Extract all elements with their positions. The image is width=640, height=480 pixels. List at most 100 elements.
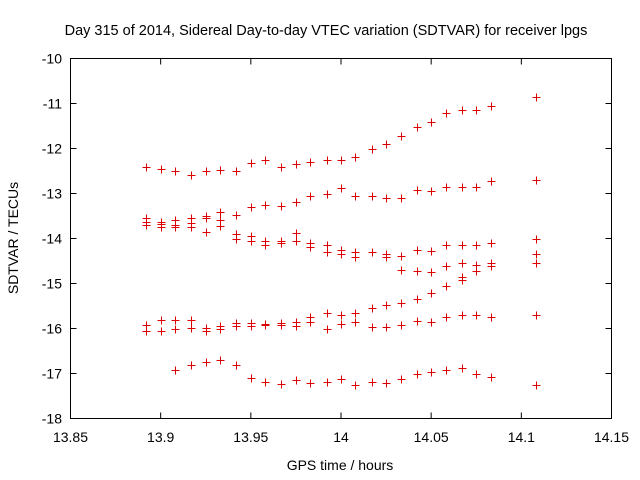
data-point <box>171 325 180 334</box>
data-point <box>532 311 541 320</box>
data-point <box>487 239 496 248</box>
data-point <box>351 153 360 162</box>
series-satellite-track-6 <box>142 273 467 333</box>
data-point <box>323 156 332 165</box>
data-point <box>187 361 196 370</box>
data-marks <box>142 93 541 390</box>
data-point <box>216 325 225 334</box>
data-point <box>187 223 196 232</box>
data-point <box>323 190 332 199</box>
series-satellite-track-7 <box>142 311 541 336</box>
data-point <box>442 262 451 271</box>
data-point <box>442 241 451 250</box>
x-tick-label: 14 <box>333 429 349 445</box>
data-point <box>323 378 332 387</box>
data-point <box>487 102 496 111</box>
data-point <box>382 301 391 310</box>
data-point <box>187 316 196 325</box>
data-point <box>247 237 256 246</box>
data-point <box>427 368 436 377</box>
y-tick-label: -12 <box>42 141 62 157</box>
data-point <box>413 295 422 304</box>
data-point <box>142 163 151 172</box>
data-point <box>323 309 332 318</box>
data-point <box>306 158 315 167</box>
data-point <box>306 379 315 388</box>
y-tick-label: -14 <box>42 231 62 247</box>
data-point <box>472 241 481 250</box>
data-point <box>232 167 241 176</box>
data-point <box>532 250 541 259</box>
data-point <box>247 374 256 383</box>
data-point <box>142 327 151 336</box>
data-point <box>261 156 270 165</box>
data-point <box>368 323 377 332</box>
x-axis-label: GPS time / hours <box>287 457 394 473</box>
y-axis-label: SDTVAR / TECUs <box>5 182 21 294</box>
data-point <box>247 322 256 331</box>
data-point <box>261 201 270 210</box>
data-point <box>427 318 436 327</box>
data-point <box>261 321 270 330</box>
data-point <box>202 358 211 367</box>
data-point <box>368 248 377 257</box>
data-point <box>472 183 481 192</box>
x-tick-label: 13.85 <box>53 429 88 445</box>
data-point <box>487 262 496 271</box>
data-point <box>472 311 481 320</box>
data-point <box>142 221 151 230</box>
data-point <box>216 356 225 365</box>
data-point <box>337 311 346 320</box>
data-point <box>532 176 541 185</box>
data-point <box>292 229 301 238</box>
data-point <box>157 327 166 336</box>
data-point <box>351 381 360 390</box>
data-point <box>368 145 377 154</box>
plot-frame <box>70 58 612 419</box>
data-point <box>351 309 360 318</box>
data-point <box>351 253 360 262</box>
data-point <box>487 313 496 322</box>
data-point <box>216 208 225 217</box>
data-point <box>382 194 391 203</box>
data-point <box>171 366 180 375</box>
data-point <box>292 322 301 331</box>
data-point <box>382 140 391 149</box>
y-tick-label: -11 <box>43 96 62 112</box>
data-point <box>458 106 467 115</box>
data-point <box>277 321 286 330</box>
data-point <box>202 214 211 223</box>
data-point <box>442 109 451 118</box>
data-point <box>292 160 301 169</box>
data-point <box>351 318 360 327</box>
data-point <box>458 311 467 320</box>
data-point <box>427 118 436 127</box>
data-point <box>337 156 346 165</box>
series-satellite-track-5 <box>458 259 541 285</box>
data-point <box>202 167 211 176</box>
data-point <box>427 187 436 196</box>
data-point <box>232 235 241 244</box>
x-tick-label: 14.1 <box>508 429 535 445</box>
data-point <box>413 370 422 379</box>
data-point <box>413 246 422 255</box>
data-point <box>532 93 541 102</box>
data-point <box>323 241 332 250</box>
data-point <box>487 373 496 382</box>
data-point <box>261 241 270 250</box>
x-tick-label: 13.9 <box>147 429 174 445</box>
data-point <box>306 318 315 327</box>
data-point <box>216 166 225 175</box>
data-point <box>458 273 467 282</box>
data-point <box>397 194 406 203</box>
data-point <box>277 202 286 211</box>
data-point <box>532 259 541 268</box>
y-tick-label: -13 <box>42 186 62 202</box>
y-tick-label: -15 <box>42 276 62 292</box>
data-point <box>368 192 377 201</box>
chart-title: Day 315 of 2014, Sidereal Day-to-day VTE… <box>65 23 588 39</box>
data-point <box>216 222 225 231</box>
data-point <box>368 378 377 387</box>
data-point <box>472 267 481 276</box>
